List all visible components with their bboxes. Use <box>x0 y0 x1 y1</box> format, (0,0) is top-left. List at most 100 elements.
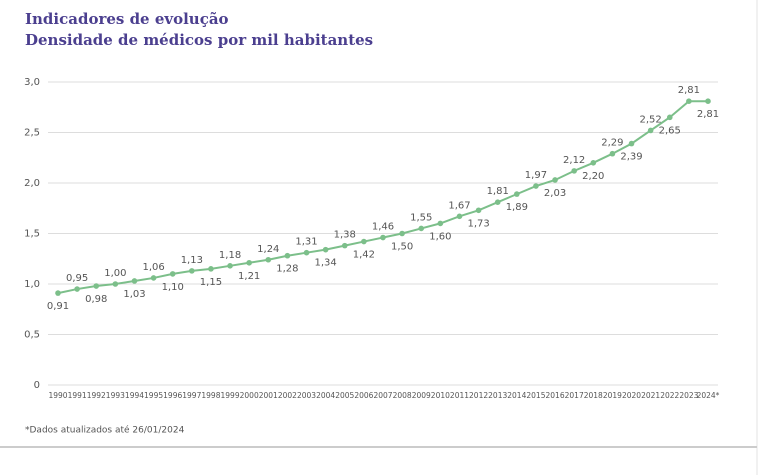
point <box>380 234 386 241</box>
point <box>628 140 635 147</box>
x-tick-label: 2017 <box>565 391 584 400</box>
x-tick-label: 2014 <box>507 391 526 400</box>
value-label: 1,10 <box>162 282 184 293</box>
value-label: 1,31 <box>295 237 317 248</box>
point <box>74 286 80 292</box>
value-label: 0,95 <box>66 273 88 284</box>
value-label: 1,06 <box>142 262 164 273</box>
point <box>418 225 425 232</box>
x-tick-label: 2010 <box>431 391 450 400</box>
value-label: 1,89 <box>506 202 528 213</box>
y-tick-label: 2,0 <box>24 178 40 189</box>
value-label: 1,42 <box>353 250 375 261</box>
value-label: 1,97 <box>525 170 547 181</box>
point <box>303 249 310 256</box>
point <box>361 238 367 245</box>
value-label: 2,81 <box>678 85 700 96</box>
value-label: 1,38 <box>334 230 356 241</box>
point <box>341 242 348 249</box>
x-tick-label: 2002 <box>278 391 297 400</box>
y-tick-label: 1,0 <box>24 279 40 290</box>
value-label: 1,13 <box>181 255 203 266</box>
x-tick-label: 2016 <box>546 391 565 400</box>
x-tick-label: 2011 <box>450 391 469 400</box>
value-label: 0,98 <box>85 294 107 305</box>
point <box>169 271 176 277</box>
point <box>456 213 463 220</box>
value-label: 1,73 <box>467 218 489 229</box>
point <box>246 259 252 266</box>
point <box>514 191 520 197</box>
x-tick-label: 1993 <box>106 391 125 400</box>
x-tick-label: 2012 <box>469 391 488 400</box>
value-label: 1,21 <box>238 271 260 282</box>
x-tick-label: 2007 <box>373 391 392 400</box>
x-tick-label: 2006 <box>354 391 373 400</box>
point <box>399 230 405 237</box>
chart-title: Indicadores de evolução <box>25 10 229 28</box>
y-tick-label: 0 <box>34 380 40 391</box>
value-label: 1,18 <box>219 250 241 261</box>
footnote: *Dados atualizados até 26/01/2024 <box>25 425 185 436</box>
point <box>150 275 157 281</box>
point <box>552 177 558 183</box>
x-tick-label: 1998 <box>201 391 220 400</box>
value-label: 2,12 <box>563 155 585 166</box>
point <box>437 220 444 227</box>
point <box>475 207 482 214</box>
x-tick-label: 2008 <box>393 391 412 400</box>
point <box>705 98 711 104</box>
chart-subtitle: Densidade de médicos por mil habitantes <box>25 31 373 49</box>
y-tick-label: 3,0 <box>24 77 40 88</box>
value-label: 2,20 <box>582 171 604 182</box>
point <box>666 114 673 121</box>
value-label: 2,52 <box>640 114 662 125</box>
x-tick-label: 1999 <box>221 391 240 400</box>
value-label: 2,29 <box>601 138 623 149</box>
x-tick-label: 2023 <box>679 391 698 400</box>
value-label: 1,03 <box>123 289 145 300</box>
point <box>55 290 61 296</box>
point <box>609 150 616 157</box>
x-tick-label: 1991 <box>68 391 87 400</box>
x-tick-label: 2020 <box>622 391 641 400</box>
point <box>227 263 233 269</box>
point <box>93 283 100 289</box>
x-tick-label: 2000 <box>240 391 259 400</box>
value-label: 1,50 <box>391 242 413 253</box>
value-label: 1,60 <box>429 231 451 242</box>
value-label: 2,03 <box>544 188 566 199</box>
point <box>322 246 329 253</box>
point <box>189 268 195 274</box>
x-tick-label: 2021 <box>641 391 660 400</box>
y-tick-label: 1,5 <box>24 229 40 240</box>
value-label: 1,81 <box>487 186 509 197</box>
value-label: 1,55 <box>410 212 432 223</box>
x-tick-label: 2009 <box>412 391 431 400</box>
point <box>112 281 119 287</box>
x-tick-label: 2001 <box>259 391 278 400</box>
point <box>533 183 539 189</box>
point <box>647 127 654 134</box>
value-label: 1,15 <box>200 277 222 288</box>
value-label: 0,91 <box>47 301 69 312</box>
x-tick-label: 1990 <box>48 391 67 400</box>
y-tick-label: 2,5 <box>24 128 40 139</box>
point <box>284 252 291 259</box>
point <box>131 278 138 284</box>
x-tick-label: 2022 <box>660 391 679 400</box>
point <box>590 160 597 166</box>
x-tick-label: 2019 <box>603 391 622 400</box>
point <box>265 256 272 263</box>
value-label: 1,34 <box>315 258 337 269</box>
point <box>571 168 577 174</box>
point <box>494 199 501 205</box>
x-tick-label: 2003 <box>297 391 316 400</box>
value-label: 1,28 <box>276 264 298 275</box>
x-tick-label: 2013 <box>488 391 507 400</box>
value-label: 1,00 <box>104 268 126 279</box>
value-label: 1,46 <box>372 222 394 233</box>
value-label: 1,24 <box>257 244 279 255</box>
x-tick-label: 2004 <box>316 391 335 400</box>
